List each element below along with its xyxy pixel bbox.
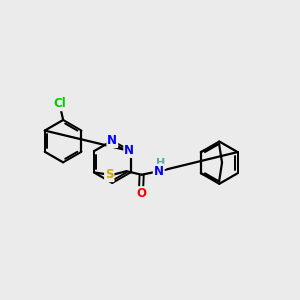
Text: N: N <box>107 134 117 147</box>
Text: Cl: Cl <box>54 97 67 110</box>
Text: N: N <box>154 165 164 178</box>
Text: S: S <box>105 168 113 181</box>
Text: N: N <box>124 144 134 157</box>
Text: H: H <box>157 158 166 168</box>
Text: O: O <box>136 187 146 200</box>
